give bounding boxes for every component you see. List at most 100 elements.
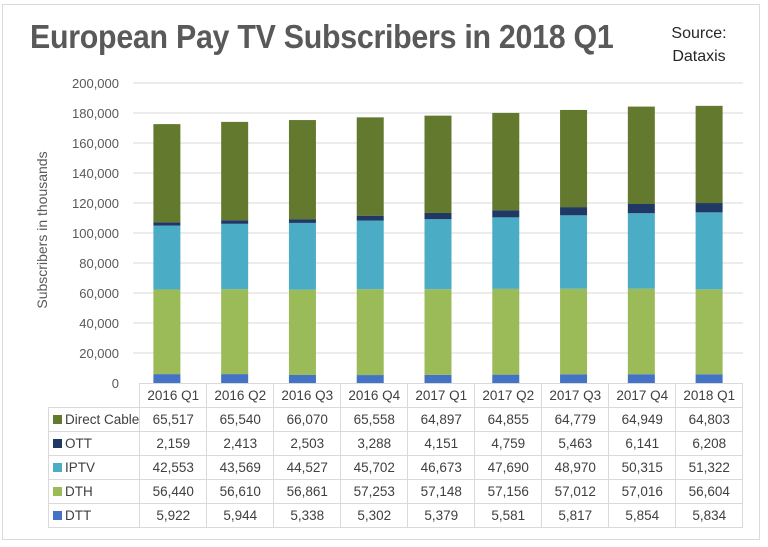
table-header-row: 2016 Q1 2016 Q2 2016 Q3 2016 Q4 2017 Q1 2017 … [48, 383, 744, 408]
bar-segment-direct-cable [492, 112, 520, 211]
bar-stack [424, 115, 452, 383]
data-label: 5,817 [541, 503, 610, 528]
bar-segment-iptv [492, 217, 520, 289]
y-tick-label: 80,000 [79, 256, 119, 271]
data-label: 57,156 [474, 479, 543, 504]
data-label: 6,141 [608, 431, 677, 456]
data-label: 5,379 [407, 503, 476, 528]
legend-entry: OTT [47, 431, 141, 456]
data-label: 65,540 [206, 407, 275, 432]
bar-segment-dtt [153, 374, 181, 383]
bar-segment-ott [424, 212, 452, 220]
data-table: 2016 Q1 2016 Q2 2016 Q3 2016 Q4 2017 Q1 2017 … [47, 383, 744, 528]
bar-segment-dtt [695, 374, 723, 383]
bar-stack [627, 106, 655, 383]
bar-segment-iptv [356, 220, 384, 290]
bar-segment-dtt [356, 375, 384, 383]
bar-segment-direct-cable [221, 121, 249, 221]
legend-label: Direct Cable [65, 412, 140, 427]
bar-stack [221, 121, 249, 383]
bar-segment-ott [560, 207, 588, 216]
bar-segment-dth [492, 288, 520, 375]
x-tick-label: 2017 Q2 [474, 383, 543, 408]
data-label: 3,288 [340, 431, 409, 456]
table-row: IPTV 42,553 43,569 44,527 45,702 46,673 47,690… [47, 455, 744, 480]
data-label: 64,949 [608, 407, 677, 432]
bar-segment-iptv [424, 219, 452, 290]
data-label: 2,503 [273, 431, 342, 456]
source-note: Source: Dataxis [664, 22, 734, 68]
data-label: 5,854 [608, 503, 677, 528]
bar-stack [153, 124, 181, 383]
legend-entry: DTT [47, 503, 141, 528]
bar-segment-iptv [153, 225, 181, 290]
data-label: 57,012 [541, 479, 610, 504]
data-label: 46,673 [407, 455, 476, 480]
bar-segment-dtt [492, 374, 520, 383]
bar-segment-ott [695, 203, 723, 213]
bar-stack [288, 120, 316, 383]
legend-label: DTT [65, 508, 92, 523]
bar-segment-ott [492, 210, 520, 218]
bar-segment-direct-cable [695, 105, 723, 204]
x-tick-label: 2016 Q4 [340, 383, 409, 408]
x-tick-label: 2016 Q3 [273, 383, 342, 408]
x-tick-label: 2017 Q3 [541, 383, 610, 408]
chart-title: European Pay TV Subscribers in 2018 Q1 [30, 18, 614, 55]
bar-segment-dtt [560, 374, 588, 383]
data-label: 45,702 [340, 455, 409, 480]
bar-segment-ott [288, 219, 316, 223]
legend-entry: IPTV [47, 455, 141, 480]
data-label: 5,338 [273, 503, 342, 528]
data-label: 2,413 [206, 431, 275, 456]
x-tick-label: 2017 Q4 [608, 383, 677, 408]
data-label: 65,517 [139, 407, 208, 432]
bar-segment-iptv [221, 223, 249, 290]
x-tick-label: 2016 Q2 [206, 383, 275, 408]
y-tick-label: 100,000 [72, 226, 119, 241]
table-row: DTT 5,922 5,944 5,338 5,302 5,379 5,581 5,817 5,… [47, 503, 744, 528]
bar-segment-dth [221, 289, 249, 375]
y-tick-label: 60,000 [79, 286, 119, 301]
y-tick-label: 120,000 [72, 196, 119, 211]
data-label: 51,322 [675, 455, 744, 480]
y-tick-label: 200,000 [72, 76, 119, 91]
bar-segment-direct-cable [356, 117, 384, 216]
data-label: 56,861 [273, 479, 342, 504]
x-tick-label: 2016 Q1 [139, 383, 208, 408]
bar-stack [560, 109, 588, 383]
data-label: 64,803 [675, 407, 744, 432]
data-label: 4,151 [407, 431, 476, 456]
data-label: 64,897 [407, 407, 476, 432]
source-name: Dataxis [672, 48, 726, 65]
bar-segment-dtt [221, 374, 249, 383]
data-label: 65,558 [340, 407, 409, 432]
legend-swatch-icon [53, 487, 62, 496]
data-label: 56,440 [139, 479, 208, 504]
data-label: 57,253 [340, 479, 409, 504]
data-label: 5,944 [206, 503, 275, 528]
data-label: 43,569 [206, 455, 275, 480]
source-label: Source: [671, 25, 727, 42]
y-tick-label: 20,000 [79, 346, 119, 361]
bar-segment-dth [153, 289, 181, 375]
bar-segment-dth [560, 288, 588, 375]
data-label: 64,779 [541, 407, 610, 432]
table-row: OTT 2,159 2,413 2,503 3,288 4,151 4,759 5,463 6,… [47, 431, 744, 456]
bar-stack [492, 112, 520, 383]
data-label: 57,016 [608, 479, 677, 504]
legend-swatch-icon [53, 439, 62, 448]
data-label: 5,922 [139, 503, 208, 528]
bar-segment-direct-cable [424, 115, 452, 213]
legend-label: OTT [65, 436, 92, 451]
y-axis-ticks: 020,00040,00060,00080,000100,000120,0001… [72, 76, 119, 391]
bar-segment-iptv [695, 212, 723, 290]
y-tick-label: 140,000 [72, 166, 119, 181]
bar-segment-dtt [627, 374, 655, 383]
bar-segment-ott [356, 215, 384, 221]
bar-segment-direct-cable [153, 124, 181, 223]
bar-segment-ott [221, 220, 249, 224]
data-label: 2,159 [139, 431, 208, 456]
bar-segment-dth [288, 289, 316, 375]
legend-swatch-icon [53, 415, 62, 424]
